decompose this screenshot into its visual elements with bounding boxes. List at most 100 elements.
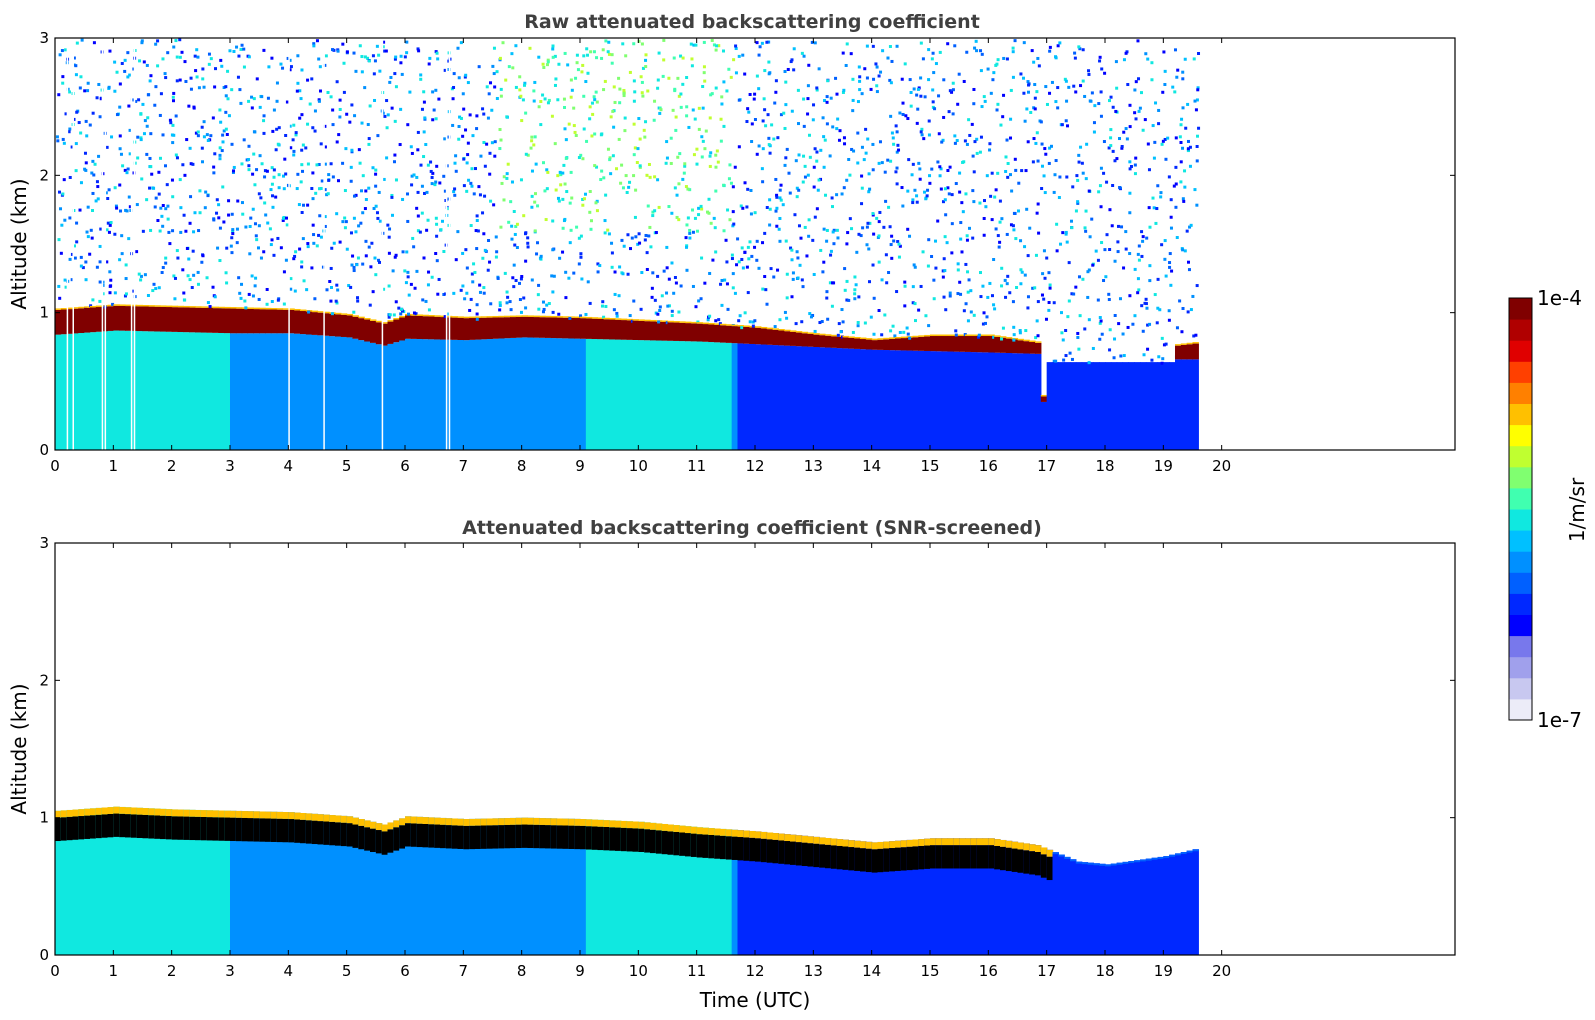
colorbar-max-label: 1e-4 (1537, 286, 1582, 310)
cloud-cell (714, 324, 721, 343)
saturated-cell (72, 816, 79, 840)
noise-cell (1108, 208, 1112, 212)
noise-cell (1099, 114, 1103, 118)
noise-cell (493, 140, 497, 144)
panel-raw: Raw attenuated backscattering coefficien… (7, 11, 1456, 475)
noise-cell (440, 219, 444, 223)
noise-cell (670, 261, 674, 265)
noise-cell (443, 137, 447, 141)
cloud-edge-cell (66, 307, 74, 310)
noise-cell (419, 163, 423, 167)
noise-cell (192, 273, 196, 277)
noise-cell (72, 117, 76, 121)
noise-cell (323, 63, 327, 67)
noise-cell (113, 186, 117, 190)
noise-cell (691, 108, 695, 112)
signal-edge-cell (906, 839, 914, 847)
aerosol-cell (165, 809, 173, 955)
saturated-cell (119, 813, 126, 838)
cloud-cell (399, 317, 406, 341)
noise-cell (1122, 354, 1126, 358)
noise-cell (220, 149, 224, 153)
colorbar-swatch (1509, 551, 1532, 573)
noise-cell (784, 239, 788, 243)
noise-cell (315, 39, 319, 43)
noise-cell (62, 141, 66, 145)
noise-cell (707, 197, 711, 201)
saturated-cell (620, 827, 628, 852)
noise-cell (746, 107, 750, 111)
noise-cell (830, 205, 834, 209)
cloud-cell (661, 322, 669, 341)
noise-cell (422, 256, 426, 260)
noise-cell (341, 42, 345, 46)
noise-cell (1023, 245, 1027, 249)
noise-cell (938, 165, 942, 169)
noise-cell (145, 152, 149, 156)
aerosol-cell (737, 343, 744, 450)
signal-edge-cell (1192, 849, 1199, 852)
noise-cell (349, 231, 353, 235)
saturated-cell (632, 828, 639, 852)
noise-cell (135, 203, 139, 207)
aerosol-cell (865, 841, 873, 955)
cloud-edge-cell (725, 324, 733, 326)
noise-cell (670, 211, 674, 215)
noise-cell (1043, 191, 1047, 195)
colorbar-swatch (1509, 340, 1532, 362)
x-tick-label: 0 (50, 457, 60, 475)
noise-cell (171, 123, 175, 127)
noise-cell (1009, 88, 1013, 92)
noise-cell (712, 216, 716, 220)
cloud-cell (906, 337, 914, 351)
noise-cell (142, 132, 146, 136)
noise-cell (877, 74, 881, 78)
noise-cell (149, 165, 153, 169)
aerosol-cell (760, 831, 768, 955)
noise-cell (714, 165, 718, 169)
noise-cell (633, 90, 637, 94)
noise-cell (493, 85, 497, 89)
noise-cell (200, 260, 204, 264)
noise-cell (695, 147, 699, 151)
noise-cell (985, 174, 989, 178)
noise-cell (145, 124, 149, 128)
noise-cell (1034, 336, 1038, 340)
cloud-edge-cell (270, 308, 278, 310)
noise-cell (584, 80, 588, 84)
noise-cell (173, 276, 177, 280)
signal-edge-cell (970, 838, 978, 846)
noise-cell (490, 108, 494, 112)
noise-cell (72, 244, 76, 248)
saturated-cell (860, 848, 867, 872)
noise-cell (137, 98, 141, 102)
noise-cell (839, 330, 843, 334)
noise-cell (341, 161, 345, 165)
aerosol-cell (1140, 362, 1147, 450)
noise-cell (813, 215, 817, 219)
noise-cell (414, 312, 418, 316)
noise-cell (312, 233, 316, 237)
noise-cell (1012, 211, 1016, 215)
noise-cell (393, 255, 397, 259)
noise-cell (1034, 253, 1038, 257)
noise-cell (354, 230, 358, 234)
noise-cell (554, 77, 558, 81)
noise-cell (164, 76, 168, 80)
noise-cell (778, 196, 782, 200)
signal-edge-cell (224, 810, 231, 818)
noise-cell (702, 71, 706, 75)
noise-cell (894, 170, 898, 174)
noise-cell (336, 288, 340, 292)
cloud-cell (865, 339, 873, 350)
signal-edge-cell (510, 817, 517, 825)
noise-cell (79, 255, 83, 259)
noise-cell (867, 172, 871, 176)
signal-edge-cell (941, 838, 949, 846)
cloud-cell (959, 336, 966, 352)
cloud-cell (195, 307, 202, 333)
cloud-edge-cell (795, 331, 803, 333)
noise-cell (745, 205, 749, 209)
noise-cell (656, 274, 660, 278)
colorbar-swatch (1509, 487, 1532, 510)
